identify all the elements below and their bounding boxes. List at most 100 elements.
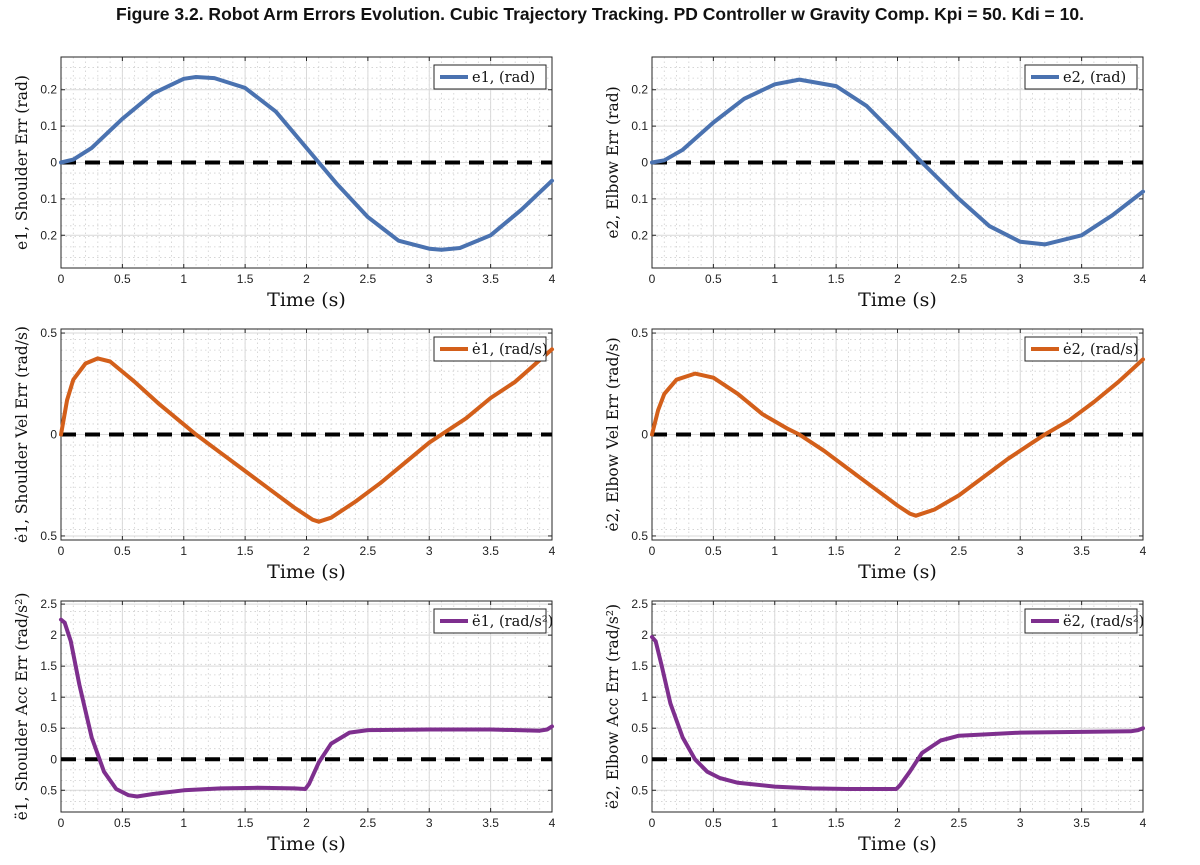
y-tick-label: 1.5 bbox=[40, 659, 57, 673]
y-tick-label: 2.5 bbox=[631, 597, 648, 611]
y-tick-label: 0.2 bbox=[40, 83, 57, 97]
x-tick-label: 2.5 bbox=[360, 272, 377, 286]
x-tick-label: 1.5 bbox=[828, 272, 845, 286]
y-tick-label: 0 bbox=[641, 156, 648, 170]
x-tick-label: 1 bbox=[771, 816, 778, 830]
x-tick-label: 3.5 bbox=[482, 272, 499, 286]
panel-shoulder-velocity-y-axis-label: ė1, Shoulder Vel Err (rad/s) bbox=[13, 326, 31, 543]
panel-shoulder-velocity-series-line bbox=[59, 347, 554, 524]
x-tick-label: 1 bbox=[771, 272, 778, 286]
x-tick-label: 0 bbox=[649, 272, 656, 286]
x-tick-label: 0.5 bbox=[114, 272, 131, 286]
x-tick-label: 2 bbox=[894, 544, 901, 558]
y-tick-label: 1.5 bbox=[631, 659, 648, 673]
y-tick-label: 0.5 bbox=[40, 783, 57, 797]
x-tick-label: 4 bbox=[1140, 816, 1147, 830]
y-tick-label: 2.5 bbox=[40, 597, 57, 611]
x-tick-label: 4 bbox=[549, 272, 556, 286]
x-tick-label: 3 bbox=[1017, 816, 1024, 830]
panel-elbow-velocity-y-axis-label: ė2, Elbow Vel Err (rad/s) bbox=[604, 337, 622, 531]
y-tick-label: 0.2 bbox=[631, 228, 648, 242]
x-tick-label: 1.5 bbox=[237, 544, 254, 558]
x-tick-label: 3.5 bbox=[482, 544, 499, 558]
panel-shoulder-position-y-axis-label: e1, Shoulder Err (rad) bbox=[13, 75, 31, 250]
x-tick-label: 2.5 bbox=[951, 816, 968, 830]
panel-elbow-acceleration-y-axis-label: ë2, Elbow Acc Err (rad/s²) bbox=[604, 604, 622, 809]
x-tick-label: 3 bbox=[1017, 544, 1024, 558]
x-tick-label: 0 bbox=[58, 272, 65, 286]
x-tick-label: 1 bbox=[180, 272, 187, 286]
y-tick-label: 0.1 bbox=[631, 119, 648, 133]
x-tick-label: 4 bbox=[549, 544, 556, 558]
x-tick-label: 3.5 bbox=[1073, 272, 1090, 286]
panel-shoulder-position-x-axis-label: Time (s) bbox=[267, 289, 346, 311]
x-tick-label: 3.5 bbox=[482, 816, 499, 830]
x-tick-label: 0 bbox=[58, 544, 65, 558]
y-tick-label: 0 bbox=[50, 428, 57, 442]
x-tick-label: 3 bbox=[426, 816, 433, 830]
x-tick-label: 2 bbox=[303, 544, 310, 558]
x-tick-label: 2.5 bbox=[951, 272, 968, 286]
x-tick-label: 4 bbox=[549, 816, 556, 830]
x-tick-label: 3.5 bbox=[1073, 816, 1090, 830]
x-tick-label: 2.5 bbox=[951, 544, 968, 558]
panel-elbow-acceleration-legend-label: ë2, (rad/s²) bbox=[1063, 614, 1144, 630]
x-tick-label: 0 bbox=[649, 544, 656, 558]
x-tick-label: 0.5 bbox=[114, 816, 131, 830]
x-tick-label: 0 bbox=[649, 816, 656, 830]
x-tick-label: 0.5 bbox=[114, 544, 131, 558]
panel-shoulder-acceleration: 0 0.5 1 1.5 2 2.5 3 3.5 4 0.5 0 0.5 1 1.5 2 2.5 ë1, (rad… bbox=[13, 593, 556, 855]
y-tick-label: 2 bbox=[641, 628, 648, 642]
figure-title: Figure 3.2. Robot Arm Errors Evolution. … bbox=[116, 4, 1084, 24]
y-tick-label: 2 bbox=[50, 628, 57, 642]
x-tick-label: 4 bbox=[1140, 272, 1147, 286]
panel-elbow-position-legend-box bbox=[1024, 64, 1138, 90]
panel-shoulder-acceleration-series-line bbox=[59, 617, 554, 799]
y-tick-label: 0.5 bbox=[40, 721, 57, 735]
panel-shoulder-acceleration-x-axis-label: Time (s) bbox=[267, 833, 346, 855]
x-tick-label: 3.5 bbox=[1073, 544, 1090, 558]
x-tick-label: 1 bbox=[180, 544, 187, 558]
x-tick-label: 3 bbox=[1017, 272, 1024, 286]
y-tick-label: 0.5 bbox=[631, 721, 648, 735]
x-tick-label: 1.5 bbox=[828, 816, 845, 830]
y-tick-label: 0.5 bbox=[631, 783, 648, 797]
panel-elbow-acceleration-series-line bbox=[650, 635, 1145, 791]
x-tick-label: 3 bbox=[426, 272, 433, 286]
x-tick-label: 3 bbox=[426, 544, 433, 558]
panel-shoulder-acceleration-legend-label: ë1, (rad/s²) bbox=[472, 614, 553, 630]
x-tick-label: 2 bbox=[303, 272, 310, 286]
x-tick-label: 0.5 bbox=[705, 272, 722, 286]
y-tick-label: 0.5 bbox=[631, 326, 648, 340]
panel-elbow-position-x-axis-label: Time (s) bbox=[858, 289, 937, 311]
panel-shoulder-velocity-legend-label: ė1, (rad/s) bbox=[472, 342, 548, 358]
x-tick-label: 2 bbox=[894, 816, 901, 830]
x-tick-label: 1.5 bbox=[237, 816, 254, 830]
panel-shoulder-acceleration-y-axis-label: ë1, Shoulder Acc Err (rad/s²) bbox=[13, 593, 31, 821]
y-tick-label: 0.1 bbox=[40, 192, 57, 206]
x-tick-label: 2 bbox=[894, 272, 901, 286]
panel-shoulder-position-series-line bbox=[59, 75, 554, 252]
y-tick-label: 0.5 bbox=[631, 529, 648, 543]
y-tick-label: 1 bbox=[641, 690, 648, 704]
panel-shoulder-velocity-x-axis-label: Time (s) bbox=[267, 561, 346, 583]
panel-elbow-velocity-legend-label: ė2, (rad/s) bbox=[1063, 342, 1139, 358]
panel-elbow-position-y-axis-label: e2, Elbow Err (rad) bbox=[604, 86, 622, 238]
y-tick-label: 1 bbox=[50, 690, 57, 704]
x-tick-label: 1 bbox=[771, 544, 778, 558]
x-tick-label: 1.5 bbox=[828, 544, 845, 558]
y-tick-label: 0.2 bbox=[40, 228, 57, 242]
y-tick-label: 0.5 bbox=[40, 529, 57, 543]
x-tick-label: 1.5 bbox=[237, 272, 254, 286]
y-tick-label: 0.1 bbox=[40, 119, 57, 133]
x-tick-label: 0.5 bbox=[705, 544, 722, 558]
panel-elbow-velocity: 0 0.5 1 1.5 2 2.5 3 3.5 40.500.5ė2, (rad/s)Time … bbox=[604, 326, 1147, 583]
panel-elbow-position-legend-label: e2, (rad) bbox=[1063, 70, 1126, 86]
panel-elbow-velocity-series-line bbox=[650, 357, 1145, 518]
panel-shoulder-position: 0 0.5 1 1.5 2 2.5 3 3.5 4 0.2 0.1 0 0.1 0.2 e1, (rad) T… bbox=[13, 56, 556, 311]
x-tick-label: 1 bbox=[180, 816, 187, 830]
panel-shoulder-position-legend-label: e1, (rad) bbox=[472, 70, 535, 86]
x-tick-label: 2.5 bbox=[360, 816, 377, 830]
y-tick-label: 0 bbox=[50, 156, 57, 170]
